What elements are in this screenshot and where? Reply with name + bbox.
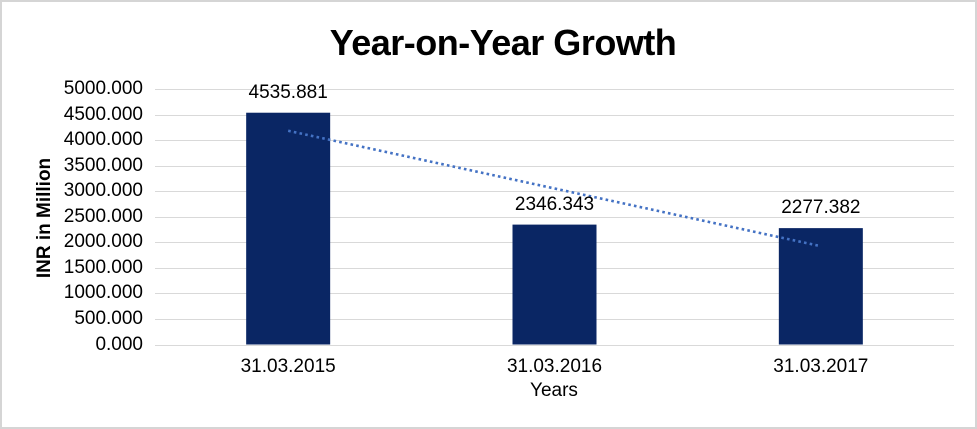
y-tick-label: 500.000	[74, 307, 143, 329]
category-label: 31.03.2015	[240, 356, 336, 377]
bar-data-label: 2346.343	[514, 193, 595, 215]
bar-data-label: 2277.382	[781, 197, 861, 219]
chart-title: Year-on-Year Growth	[329, 22, 677, 63]
y-tick-label: 0.000	[95, 333, 143, 355]
y-tick-label: 4500.000	[63, 103, 143, 125]
y-tick-label: 1500.000	[63, 256, 143, 278]
y-tick-label: 4000.000	[63, 129, 143, 151]
y-tick-label: 5000.000	[63, 78, 143, 99]
y-tick-label: 2000.000	[63, 231, 143, 253]
y-tick-label: 3000.000	[63, 180, 143, 202]
bar-data-label: 4535.881	[248, 81, 328, 103]
y-tick-label: 1000.000	[63, 282, 143, 304]
bar	[512, 224, 597, 345]
y-tick-label: 3500.000	[63, 154, 143, 176]
x-axis-title: Years	[530, 380, 578, 401]
trendline	[287, 129, 822, 248]
y-tick-label: 2500.000	[63, 205, 143, 227]
category-label: 31.03.2016	[506, 356, 603, 377]
bar	[778, 228, 863, 345]
category-label: 31.03.2017	[773, 356, 869, 377]
bar	[246, 112, 331, 345]
